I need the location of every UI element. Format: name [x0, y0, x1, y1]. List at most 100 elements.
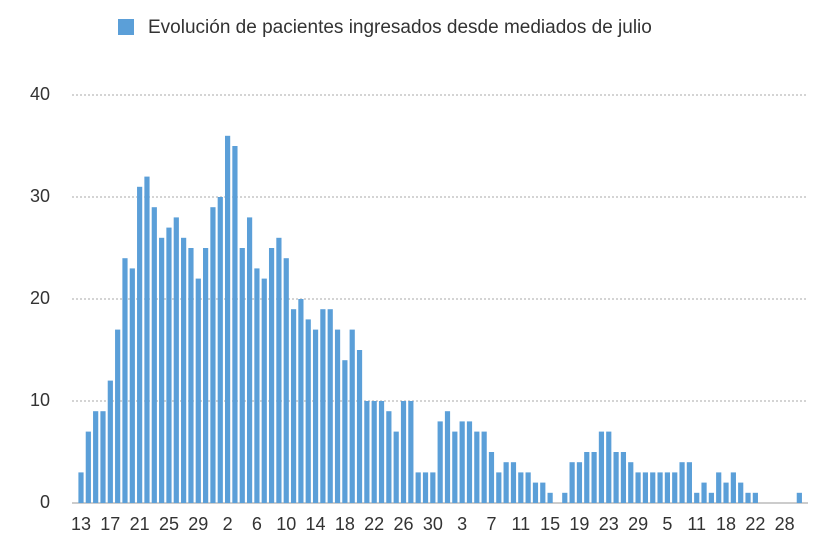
bar	[474, 431, 480, 503]
bar	[100, 411, 106, 503]
bar	[290, 309, 297, 503]
bar	[239, 248, 245, 503]
bar	[327, 309, 333, 503]
bar	[225, 135, 231, 504]
x-tick-label: 29	[188, 514, 208, 534]
x-tick-label: 3	[457, 514, 467, 534]
y-tick-label: 10	[30, 390, 50, 410]
bar	[246, 217, 253, 503]
bar	[349, 329, 355, 503]
bar	[364, 401, 370, 503]
bar	[642, 472, 649, 503]
bar	[78, 472, 84, 503]
bar	[283, 258, 289, 503]
x-tick-label: 14	[306, 514, 326, 534]
bar	[525, 472, 531, 503]
bar	[606, 431, 612, 503]
bar	[723, 482, 729, 503]
x-tick-label: 28	[775, 514, 795, 534]
bar	[268, 248, 275, 503]
legend-swatch	[118, 19, 134, 35]
x-tick-label: 22	[364, 514, 384, 534]
bar	[371, 401, 377, 503]
bar	[466, 421, 473, 503]
bar	[650, 472, 656, 503]
bar	[745, 492, 751, 503]
x-tick-label: 29	[628, 514, 648, 534]
bar	[254, 268, 260, 503]
y-tick-label: 0	[40, 492, 50, 512]
x-tick-label: 25	[159, 514, 179, 534]
bar	[496, 472, 502, 503]
x-tick-label: 15	[540, 514, 560, 534]
bar	[540, 482, 546, 503]
bar	[686, 462, 692, 503]
x-tick-label: 11	[511, 514, 530, 534]
bar	[481, 431, 487, 503]
y-tick-label: 30	[30, 186, 50, 206]
bar	[320, 309, 326, 503]
x-tick-label: 22	[745, 514, 765, 534]
x-tick-label: 11	[687, 514, 706, 534]
bar	[701, 482, 707, 503]
bar	[188, 248, 194, 503]
bar	[569, 462, 575, 503]
bar	[437, 421, 443, 503]
bar	[452, 431, 458, 503]
x-tick-label: 19	[569, 514, 589, 534]
bar	[305, 319, 311, 503]
bar	[386, 411, 392, 503]
bar	[562, 492, 568, 503]
bar	[664, 472, 670, 503]
bar	[144, 176, 150, 503]
bar	[444, 411, 451, 503]
bar	[312, 329, 319, 503]
x-tick-label: 23	[599, 514, 619, 534]
bar	[122, 258, 128, 503]
bar	[151, 207, 157, 503]
bar	[261, 278, 267, 503]
bar	[510, 462, 517, 503]
bar	[217, 197, 223, 503]
bar	[576, 462, 583, 503]
x-tick-label: 2	[223, 514, 233, 534]
bar	[598, 431, 605, 503]
bar	[342, 360, 348, 503]
bar	[694, 492, 700, 503]
bar	[532, 482, 539, 503]
bar	[591, 452, 597, 503]
bar	[85, 431, 91, 503]
bar	[115, 329, 121, 503]
bar	[730, 472, 736, 503]
bar	[635, 472, 641, 503]
y-tick-label: 40	[30, 84, 50, 104]
bar	[796, 492, 802, 503]
bar	[129, 268, 135, 503]
bar	[752, 492, 758, 503]
bar	[716, 472, 722, 503]
bar	[518, 472, 524, 503]
bar	[620, 452, 627, 503]
x-tick-label: 7	[486, 514, 496, 534]
x-tick-label: 30	[423, 514, 443, 534]
bar	[459, 421, 465, 503]
bar	[173, 217, 179, 503]
x-tick-label: 6	[252, 514, 262, 534]
bar	[393, 431, 399, 503]
legend-label: Evolución de pacientes ingresados desde …	[148, 17, 652, 38]
bar	[584, 452, 590, 503]
x-tick-label: 17	[100, 514, 120, 534]
bar	[415, 472, 421, 503]
bar	[107, 380, 113, 503]
bar	[738, 482, 744, 503]
bar	[356, 350, 363, 503]
y-tick-label: 20	[30, 288, 50, 308]
bar	[400, 401, 407, 503]
bar	[195, 278, 201, 503]
bar	[628, 462, 634, 503]
bar	[298, 299, 304, 503]
bar	[613, 452, 619, 503]
x-tick-label: 18	[716, 514, 736, 534]
bar	[159, 237, 165, 504]
